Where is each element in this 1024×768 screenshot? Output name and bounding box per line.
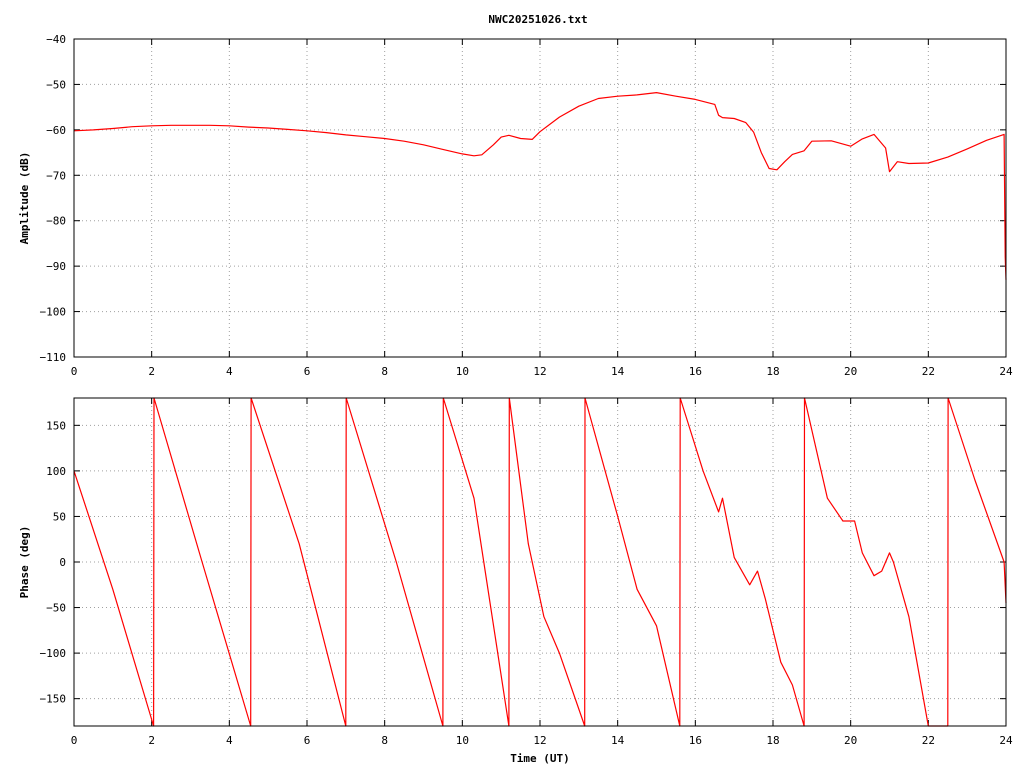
amplitude-panel: 0 2 4 6 8 10 12 14 16 18 20 22 24−40−50−60−70−80−90−… (18, 33, 1013, 378)
phase-grid (74, 398, 1006, 726)
amplitude-x-tick-label: 6 (304, 365, 311, 378)
phase-y-label: Phase (deg) (18, 526, 31, 599)
amplitude-x-tick-label: 22 (922, 365, 935, 378)
phase-ticks: 0 2 4 6 8 10 12 14 16 18 20 22 24150100500−50−100−15… (40, 398, 1013, 747)
amplitude-x-tick-label: 0 (71, 365, 78, 378)
phase-y-tick-label: −100 (40, 647, 67, 660)
phase-x-label: Time (UT) (510, 752, 570, 765)
phase-y-tick-label: −50 (46, 602, 66, 615)
amplitude-x-tick-label: 12 (533, 365, 546, 378)
phase-panel: 0 2 4 6 8 10 12 14 16 18 20 22 24150100500−50−100−15… (18, 397, 1013, 765)
phase-x-tick-label: 18 (766, 734, 779, 747)
amplitude-y-tick-label: −100 (40, 306, 67, 319)
amplitude-x-tick-label: 16 (689, 365, 702, 378)
amplitude-x-tick-label: 10 (456, 365, 469, 378)
amplitude-grid (74, 39, 1006, 357)
phase-x-tick-label: 10 (456, 734, 469, 747)
amplitude-y-tick-label: −110 (40, 351, 67, 364)
phase-x-tick-label: 24 (999, 734, 1013, 747)
phase-y-tick-label: −150 (40, 693, 67, 706)
phase-y-tick-label: 150 (46, 419, 66, 432)
amplitude-x-tick-label: 20 (844, 365, 857, 378)
amplitude-y-tick-label: −80 (46, 215, 66, 228)
amplitude-y-label: Amplitude (dB) (18, 152, 31, 245)
amplitude-y-tick-label: −90 (46, 260, 66, 273)
amplitude-y-tick-label: −70 (46, 169, 66, 182)
amplitude-y-tick-label: −40 (46, 33, 66, 46)
phase-x-tick-label: 0 (71, 734, 78, 747)
amplitude-series (73, 92, 1007, 280)
phase-series-line (73, 397, 1007, 727)
phase-y-tick-label: 0 (59, 556, 66, 569)
phase-x-tick-label: 14 (611, 734, 625, 747)
chart-title: NWC20251026.txt (488, 13, 587, 26)
amplitude-ticks: 0 2 4 6 8 10 12 14 16 18 20 22 24−40−50−60−70−80−90−… (40, 33, 1013, 378)
phase-x-tick-label: 22 (922, 734, 935, 747)
phase-y-tick-label: 100 (46, 465, 66, 478)
amplitude-frame (73, 38, 1007, 358)
amplitude-x-tick-label: 8 (381, 365, 388, 378)
phase-series (73, 397, 1007, 727)
phase-x-tick-label: 4 (226, 734, 233, 747)
phase-x-tick-label: 12 (533, 734, 546, 747)
amplitude-x-tick-label: 18 (766, 365, 779, 378)
phase-x-tick-label: 6 (304, 734, 311, 747)
amplitude-x-tick-label: 2 (148, 365, 155, 378)
phase-x-tick-label: 8 (381, 734, 388, 747)
amplitude-x-tick-label: 24 (999, 365, 1013, 378)
amplitude-series-line (73, 92, 1007, 280)
amplitude-y-tick-label: −50 (46, 78, 66, 91)
amplitude-x-tick-label: 4 (226, 365, 233, 378)
phase-x-tick-label: 2 (148, 734, 155, 747)
phase-y-tick-label: 50 (53, 510, 66, 523)
amplitude-y-tick-label: −60 (46, 124, 66, 137)
phase-x-tick-label: 20 (844, 734, 857, 747)
amplitude-x-tick-label: 14 (611, 365, 625, 378)
phase-frame (73, 397, 1007, 727)
phase-x-tick-label: 16 (689, 734, 702, 747)
